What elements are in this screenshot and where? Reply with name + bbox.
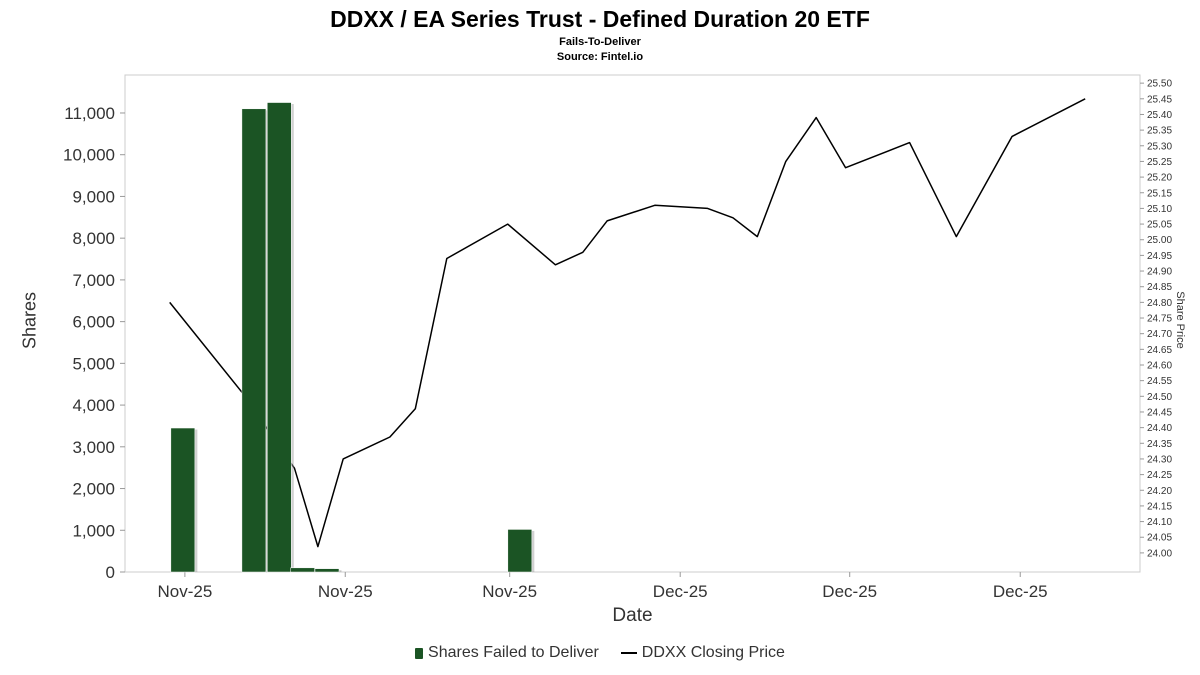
svg-text:25.05: 25.05 xyxy=(1147,220,1172,231)
svg-text:9,000: 9,000 xyxy=(72,187,115,206)
chart-source-label: Source: Fintel.io xyxy=(556,51,644,63)
svg-text:25.40: 25.40 xyxy=(1147,110,1172,121)
svg-text:24.80: 24.80 xyxy=(1147,298,1172,309)
svg-text:Nov-25: Nov-25 xyxy=(157,582,212,601)
svg-text:2,000: 2,000 xyxy=(72,480,115,499)
legend-label-closing-price: DDXX Closing Price xyxy=(641,644,785,661)
legend-label-shares-failed: Shares Failed to Deliver xyxy=(428,644,599,661)
svg-text:8,000: 8,000 xyxy=(72,229,115,248)
svg-text:25.35: 25.35 xyxy=(1147,126,1172,137)
svg-text:24.00: 24.00 xyxy=(1147,548,1172,559)
chart-subtitle: Fails-To-Deliver xyxy=(559,36,641,48)
svg-text:24.55: 24.55 xyxy=(1147,376,1172,387)
svg-text:24.65: 24.65 xyxy=(1147,345,1172,356)
y-axis-label-shares: Shares xyxy=(19,291,40,350)
svg-text:Nov-25: Nov-25 xyxy=(318,582,373,601)
svg-text:25.45: 25.45 xyxy=(1147,94,1172,105)
svg-text:24.60: 24.60 xyxy=(1147,360,1172,371)
svg-text:Dec-25: Dec-25 xyxy=(993,582,1048,601)
svg-text:Dec-25: Dec-25 xyxy=(822,582,877,601)
chart-title: DDXX / EA Series Trust - Defined Duratio… xyxy=(330,6,870,32)
bar-series-swatch-icon xyxy=(415,647,424,659)
x-axis-label-date: Date xyxy=(612,605,653,626)
svg-text:24.50: 24.50 xyxy=(1147,392,1172,403)
svg-text:24.70: 24.70 xyxy=(1147,329,1172,340)
svg-text:24.90: 24.90 xyxy=(1147,267,1172,278)
svg-text:11,000: 11,000 xyxy=(64,104,115,123)
svg-text:24.15: 24.15 xyxy=(1147,501,1172,512)
legend-item-shares-failed[interactable]: Shares Failed to Deliver xyxy=(415,644,599,662)
y-axis-label-share-price: Share Price xyxy=(1174,291,1186,349)
svg-text:25.15: 25.15 xyxy=(1147,188,1172,199)
svg-text:24.75: 24.75 xyxy=(1147,314,1172,325)
svg-text:4,000: 4,000 xyxy=(72,396,115,415)
svg-text:25.30: 25.30 xyxy=(1147,141,1172,152)
legend: Shares Failed to Deliver DDXX Closing Pr… xyxy=(0,644,1200,662)
svg-text:25.50: 25.50 xyxy=(1147,79,1172,90)
chart-plot-area: 0 1,000 2,000 3,000 4,000 5,000 6,000 7,000 8,00… xyxy=(63,74,1172,601)
svg-text:5,000: 5,000 xyxy=(72,354,115,373)
svg-text:3,000: 3,000 xyxy=(72,438,115,457)
svg-text:25.20: 25.20 xyxy=(1147,173,1172,184)
svg-text:1,000: 1,000 xyxy=(72,521,115,540)
svg-text:25.10: 25.10 xyxy=(1147,204,1172,215)
svg-text:10,000: 10,000 xyxy=(63,146,115,165)
svg-text:24.30: 24.30 xyxy=(1147,454,1172,465)
svg-text:24.20: 24.20 xyxy=(1147,486,1172,497)
svg-text:0: 0 xyxy=(106,563,115,582)
svg-text:Dec-25: Dec-25 xyxy=(653,582,708,601)
svg-text:24.45: 24.45 xyxy=(1147,407,1172,418)
svg-text:24.85: 24.85 xyxy=(1147,282,1172,293)
svg-text:24.95: 24.95 xyxy=(1147,251,1172,262)
svg-text:25.00: 25.00 xyxy=(1147,235,1172,246)
svg-text:Nov-25: Nov-25 xyxy=(482,582,537,601)
legend-item-closing-price[interactable]: DDXX Closing Price xyxy=(620,644,785,662)
svg-text:24.40: 24.40 xyxy=(1147,423,1172,434)
svg-text:24.25: 24.25 xyxy=(1147,470,1172,481)
svg-text:7,000: 7,000 xyxy=(72,271,115,290)
line-series-swatch-icon xyxy=(620,652,637,654)
svg-text:24.05: 24.05 xyxy=(1147,533,1172,544)
svg-text:25.25: 25.25 xyxy=(1147,157,1172,168)
svg-text:24.35: 24.35 xyxy=(1147,439,1172,450)
svg-text:24.10: 24.10 xyxy=(1147,517,1172,528)
svg-text:6,000: 6,000 xyxy=(72,313,115,332)
